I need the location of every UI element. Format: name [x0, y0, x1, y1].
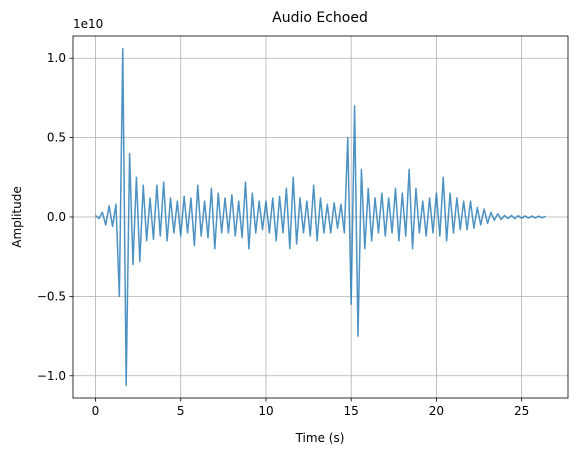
plot-frame: [72, 35, 569, 399]
waveform-line: [94, 47, 546, 387]
y-tick-label: −1.0: [37, 369, 66, 383]
chart-title: Audio Echoed: [272, 10, 368, 26]
y-tick-label: −0.5: [37, 289, 66, 303]
x-tick-label: 5: [177, 404, 185, 418]
y-tick-label: 0.5: [47, 131, 66, 145]
x-axis-label: Time (s): [295, 431, 345, 445]
x-tick-label: 15: [344, 404, 359, 418]
x-tick-label: 25: [514, 404, 529, 418]
x-tick-label: 10: [258, 404, 273, 418]
y-tick-label: 1.0: [47, 51, 66, 65]
y-axis-label: Amplitude: [10, 186, 24, 248]
x-tick-label: 0: [92, 404, 100, 418]
x-tick-label: 20: [429, 404, 444, 418]
y-offset-text: 1e10: [73, 17, 103, 31]
y-tick-label: 0.0: [47, 210, 66, 224]
